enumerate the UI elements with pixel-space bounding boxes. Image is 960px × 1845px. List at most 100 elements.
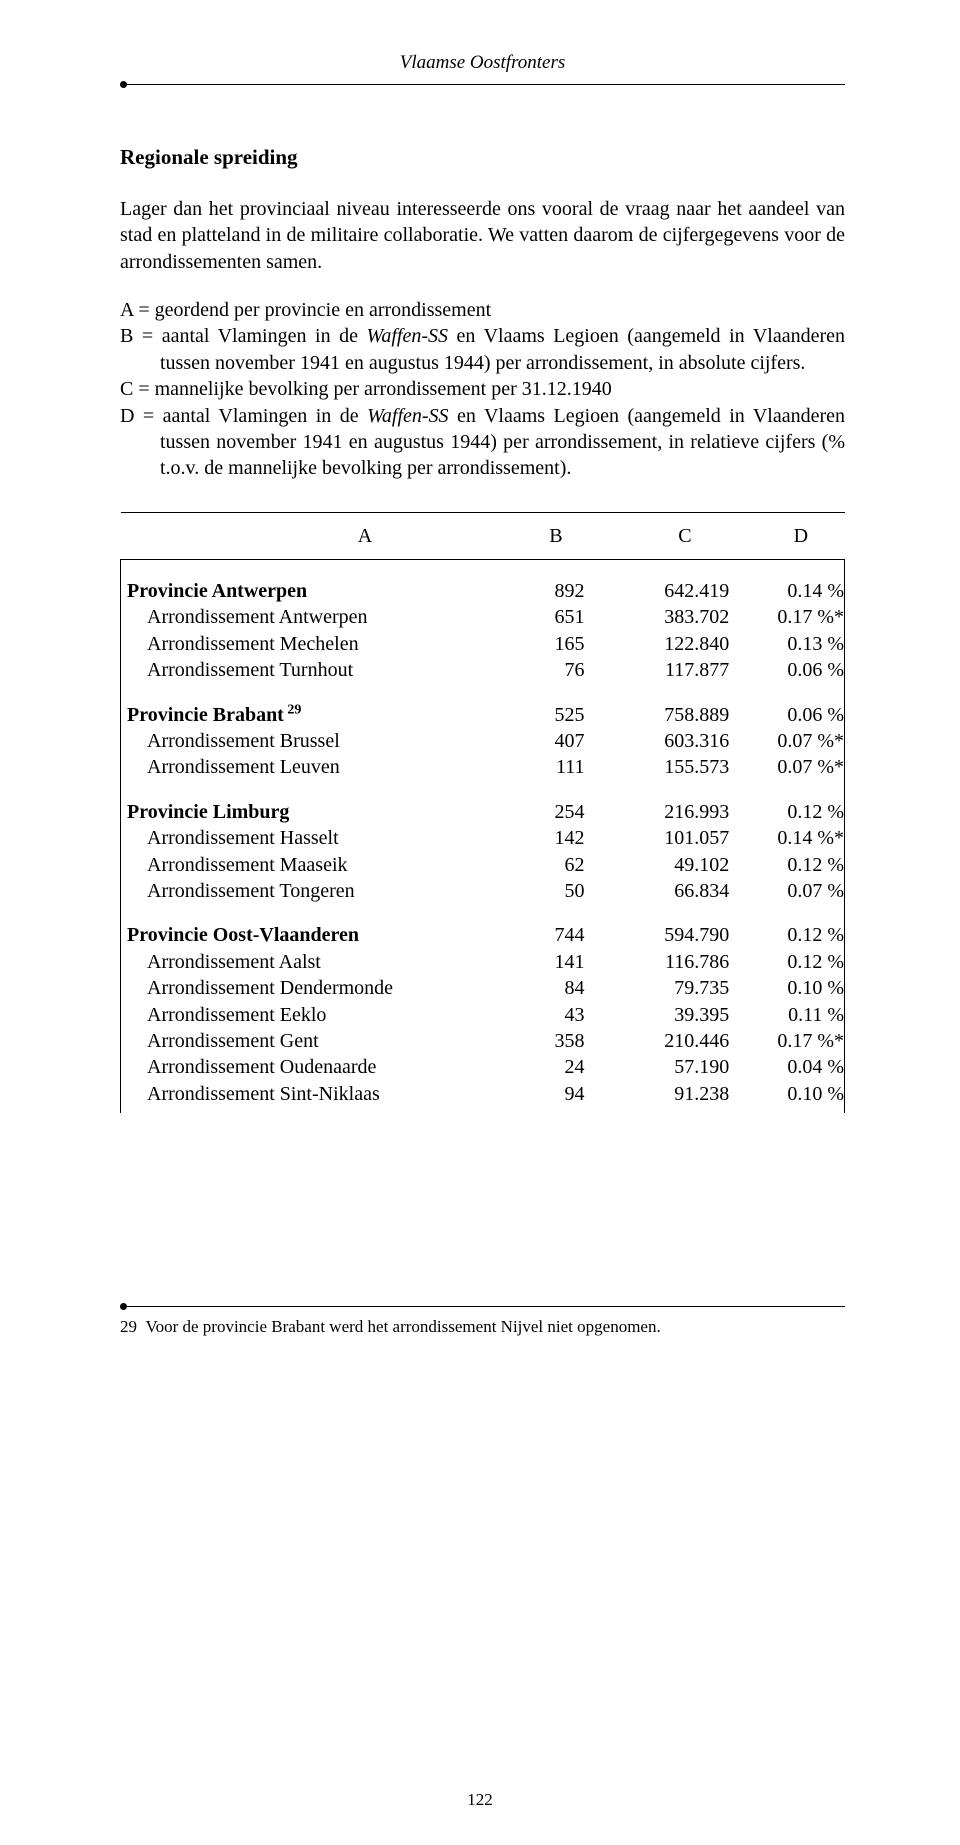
table-row: Arrondissement Antwerpen651383.7020.17 %… xyxy=(121,604,845,630)
group-title: Provincie Antwerpen xyxy=(121,560,500,605)
th-c: C xyxy=(613,512,758,559)
cell-b: 76 xyxy=(499,657,612,683)
cell-c: 39.395 xyxy=(613,1002,758,1028)
cell-a: Arrondissement Tongeren xyxy=(121,878,500,904)
table-row: Arrondissement Mechelen165122.8400.13 % xyxy=(121,631,845,657)
cell-c: 383.702 xyxy=(613,604,758,630)
cell-c: 66.834 xyxy=(613,878,758,904)
def-b: B = aantal Vlamingen in de Waffen-SS en … xyxy=(120,323,845,376)
cell-b: 94 xyxy=(499,1081,612,1113)
cell-b: 407 xyxy=(499,728,612,754)
table-header-row: A B C D xyxy=(121,512,845,559)
footnote-dot xyxy=(120,1303,127,1310)
table-row: Arrondissement Sint-Niklaas9491.2380.10 … xyxy=(121,1081,845,1113)
section-title: Regionale spreiding xyxy=(120,144,845,172)
footnote-text: Voor de provincie Brabant werd het arron… xyxy=(146,1317,661,1336)
cell-b: 525 xyxy=(499,684,612,728)
cell-c: 155.573 xyxy=(613,754,758,780)
cell-c: 117.877 xyxy=(613,657,758,683)
footnote-ref: 29 xyxy=(284,702,302,717)
table-group-header: Provincie Antwerpen892642.4190.14 % xyxy=(121,560,845,605)
cell-d: 0.12 % xyxy=(757,949,844,975)
cell-c: 91.238 xyxy=(613,1081,758,1113)
def-d-ital: Waffen-SS xyxy=(367,405,448,427)
cell-a: Arrondissement Mechelen xyxy=(121,631,500,657)
cell-a: Arrondissement Turnhout xyxy=(121,657,500,683)
def-d-pre: D = aantal Vlamingen in de xyxy=(120,405,367,427)
table-row: Arrondissement Dendermonde8479.7350.10 % xyxy=(121,975,845,1001)
cell-b: 142 xyxy=(499,825,612,851)
def-a: A = geordend per provincie en arrondisse… xyxy=(120,297,845,323)
cell-d: 0.06 % xyxy=(757,684,844,728)
table-row: Arrondissement Brussel407603.3160.07 %* xyxy=(121,728,845,754)
cell-c: 758.889 xyxy=(613,684,758,728)
cell-b: 43 xyxy=(499,1002,612,1028)
cell-c: 642.419 xyxy=(613,560,758,605)
cell-a: Arrondissement Dendermonde xyxy=(121,975,500,1001)
cell-a: Arrondissement Brussel xyxy=(121,728,500,754)
group-title: Provincie Brabant 29 xyxy=(121,684,500,728)
group-title: Provincie Limburg xyxy=(121,781,500,825)
group-title: Provincie Oost-Vlaanderen xyxy=(121,904,500,948)
cell-a: Arrondissement Maaseik xyxy=(121,852,500,878)
th-a: A xyxy=(121,512,500,559)
cell-b: 651 xyxy=(499,604,612,630)
running-head: Vlaamse Oostfronters xyxy=(120,50,845,75)
header-rule xyxy=(120,81,845,88)
cell-b: 141 xyxy=(499,949,612,975)
cell-c: 101.057 xyxy=(613,825,758,851)
cell-a: Arrondissement Gent xyxy=(121,1028,500,1054)
cell-c: 57.190 xyxy=(613,1054,758,1080)
footnote-rule xyxy=(120,1303,845,1310)
table-row: Arrondissement Eeklo4339.3950.11 % xyxy=(121,1002,845,1028)
table-row: Arrondissement Gent358210.4460.17 %* xyxy=(121,1028,845,1054)
cell-c: 49.102 xyxy=(613,852,758,878)
cell-b: 254 xyxy=(499,781,612,825)
cell-c: 210.446 xyxy=(613,1028,758,1054)
cell-b: 111 xyxy=(499,754,612,780)
definitions: A = geordend per provincie en arrondisse… xyxy=(120,297,845,482)
def-b-pre: B = aantal Vlamingen in de xyxy=(120,325,367,347)
header-dot xyxy=(120,81,127,88)
cell-d: 0.06 % xyxy=(757,657,844,683)
table-group-header: Provincie Oost-Vlaanderen744594.7900.12 … xyxy=(121,904,845,948)
cell-b: 50 xyxy=(499,878,612,904)
cell-c: 122.840 xyxy=(613,631,758,657)
table-row: Arrondissement Leuven111155.5730.07 %* xyxy=(121,754,845,780)
table-row: Arrondissement Hasselt142101.0570.14 %* xyxy=(121,825,845,851)
cell-b: 24 xyxy=(499,1054,612,1080)
table-group-header: Provincie Limburg254216.9930.12 % xyxy=(121,781,845,825)
cell-d: 0.17 %* xyxy=(757,604,844,630)
cell-a: Arrondissement Hasselt xyxy=(121,825,500,851)
data-table: A B C D Provincie Antwerpen892642.4190.1… xyxy=(120,512,845,1113)
def-b-ital: Waffen-SS xyxy=(367,325,448,347)
cell-d: 0.13 % xyxy=(757,631,844,657)
cell-b: 744 xyxy=(499,904,612,948)
th-b: B xyxy=(499,512,612,559)
table-row: Arrondissement Oudenaarde2457.1900.04 % xyxy=(121,1054,845,1080)
cell-d: 0.17 %* xyxy=(757,1028,844,1054)
cell-d: 0.12 % xyxy=(757,852,844,878)
cell-d: 0.04 % xyxy=(757,1054,844,1080)
header-line xyxy=(127,84,845,85)
table-group-header: Provincie Brabant 29525758.8890.06 % xyxy=(121,684,845,728)
cell-a: Arrondissement Sint-Niklaas xyxy=(121,1081,500,1113)
footnote-number: 29 xyxy=(120,1317,137,1336)
cell-b: 62 xyxy=(499,852,612,878)
cell-d: 0.07 % xyxy=(757,878,844,904)
cell-b: 84 xyxy=(499,975,612,1001)
footnote: 29 Voor de provincie Brabant werd het ar… xyxy=(120,1316,845,1338)
cell-c: 216.993 xyxy=(613,781,758,825)
cell-d: 0.12 % xyxy=(757,904,844,948)
intro-paragraph: Lager dan het provinciaal niveau interes… xyxy=(120,196,845,275)
cell-d: 0.14 %* xyxy=(757,825,844,851)
cell-d: 0.07 %* xyxy=(757,754,844,780)
cell-a: Arrondissement Leuven xyxy=(121,754,500,780)
cell-a: Arrondissement Antwerpen xyxy=(121,604,500,630)
page-number: 122 xyxy=(0,1789,960,1811)
cell-a: Arrondissement Aalst xyxy=(121,949,500,975)
cell-c: 79.735 xyxy=(613,975,758,1001)
cell-a: Arrondissement Oudenaarde xyxy=(121,1054,500,1080)
def-d: D = aantal Vlamingen in de Waffen-SS en … xyxy=(120,403,845,482)
cell-b: 892 xyxy=(499,560,612,605)
